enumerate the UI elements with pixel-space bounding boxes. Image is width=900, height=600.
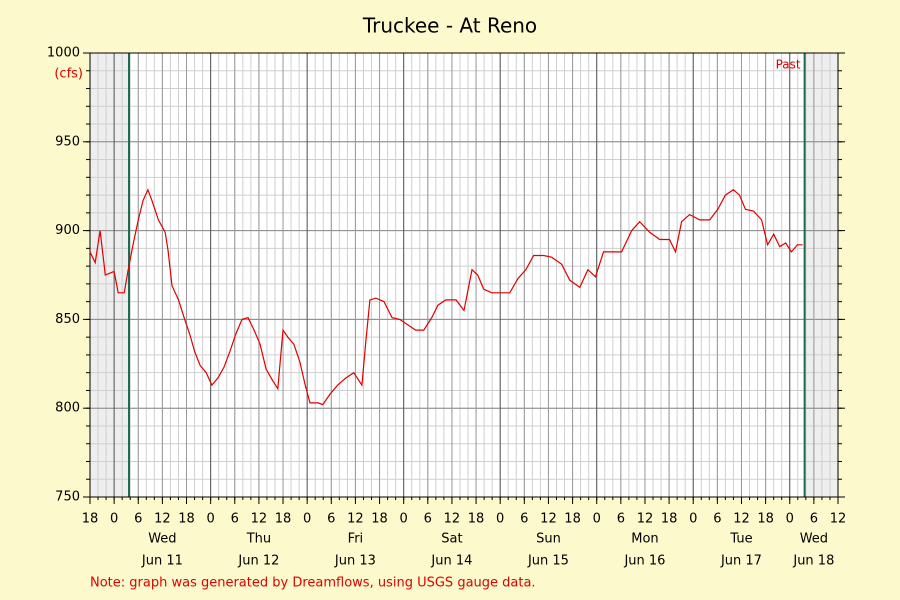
y-tick-label: 950	[55, 134, 80, 149]
x-tick-label: 12	[444, 512, 461, 527]
day-label: Sun	[536, 532, 561, 547]
x-tick-label: 18	[564, 512, 581, 527]
y-tick-label: 750	[55, 490, 80, 505]
x-tick-label: 18	[661, 512, 678, 527]
day-label: Jun 16	[623, 554, 665, 569]
x-tick-label: 18	[82, 512, 99, 527]
x-tick-label: 12	[733, 512, 750, 527]
y-tick-label: 800	[55, 401, 80, 416]
x-tick-label: 0	[689, 512, 697, 527]
day-label: Jun 13	[334, 554, 376, 569]
x-tick-label: 12	[830, 512, 847, 527]
y-unit: (cfs)	[54, 67, 83, 82]
x-tick-label: 6	[134, 512, 142, 527]
day-label: Tue	[729, 532, 752, 547]
day-label: Jun 11	[141, 554, 183, 569]
x-tick-label: 0	[303, 512, 311, 527]
x-tick-label: 18	[371, 512, 388, 527]
x-tick-label: 0	[110, 512, 118, 527]
x-tick-label: 12	[347, 512, 364, 527]
plot-frame	[89, 52, 839, 498]
x-tick-label: 6	[424, 512, 432, 527]
chart-title: Truckee - At Reno	[362, 14, 537, 38]
day-label: Thu	[246, 532, 271, 547]
day-label: Wed	[148, 532, 176, 547]
day-label: Sat	[441, 532, 462, 547]
day-label: Mon	[631, 532, 658, 547]
x-tick-label: 18	[275, 512, 292, 527]
day-label: Jun 14	[430, 554, 472, 569]
x-tick-label: 6	[520, 512, 528, 527]
shade	[90, 53, 130, 497]
x-tick-label: 0	[400, 512, 408, 527]
day-label: Jun 18	[792, 554, 834, 569]
x-tick-label: 6	[713, 512, 721, 527]
x-tick-label: 18	[468, 512, 485, 527]
day-label: Jun 15	[527, 554, 569, 569]
x-tick-label: 12	[154, 512, 171, 527]
y-tick-label: 850	[55, 312, 80, 327]
plot-area	[90, 53, 838, 497]
x-tick-label: 0	[496, 512, 504, 527]
x-tick-label: 0	[593, 512, 601, 527]
x-tick-label: 12	[251, 512, 268, 527]
shade	[804, 53, 838, 497]
x-tick-label: 12	[540, 512, 557, 527]
day-label: Jun 17	[720, 554, 762, 569]
x-tick-label: 6	[810, 512, 818, 527]
day-label: Wed	[800, 532, 828, 547]
x-tick-label: 18	[178, 512, 195, 527]
flow-line	[89, 188, 803, 406]
x-tick-label: 6	[617, 512, 625, 527]
day-label: Fri	[348, 532, 364, 547]
past-label: Past	[776, 58, 801, 72]
note: Note: graph was generated by Dreamflows,…	[90, 576, 536, 591]
x-tick-label: 18	[757, 512, 774, 527]
x-tick-label: 6	[327, 512, 335, 527]
y-tick-label: 1000	[47, 46, 80, 61]
x-tick-label: 6	[231, 512, 239, 527]
x-tick-label: 0	[207, 512, 215, 527]
x-tick-label: 0	[786, 512, 794, 527]
x-tick-label: 12	[637, 512, 654, 527]
y-tick-label: 900	[55, 223, 80, 238]
day-label: Jun 12	[237, 554, 279, 569]
